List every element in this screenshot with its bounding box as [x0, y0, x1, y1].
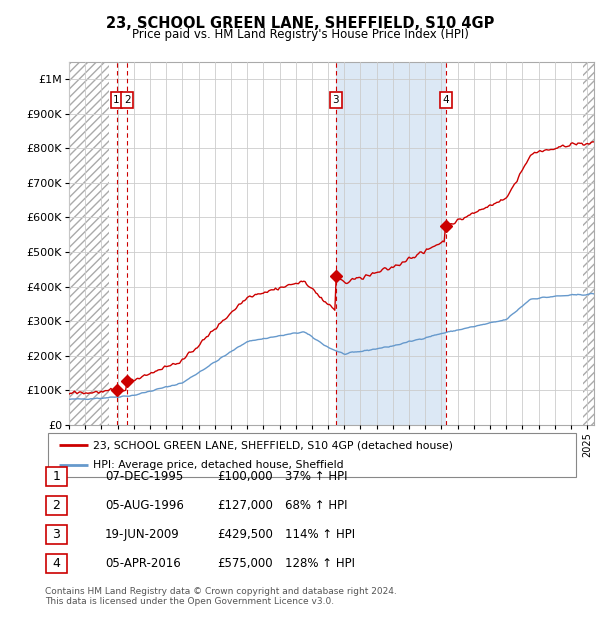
Text: 1: 1 — [113, 95, 120, 105]
Text: 2: 2 — [52, 499, 61, 511]
Text: £575,000: £575,000 — [217, 557, 273, 570]
Text: Contains HM Land Registry data © Crown copyright and database right 2024.
This d: Contains HM Land Registry data © Crown c… — [45, 587, 397, 606]
Text: 3: 3 — [332, 95, 339, 105]
Text: Price paid vs. HM Land Registry's House Price Index (HPI): Price paid vs. HM Land Registry's House … — [131, 28, 469, 41]
Text: £100,000: £100,000 — [217, 470, 273, 482]
Text: HPI: Average price, detached house, Sheffield: HPI: Average price, detached house, Shef… — [93, 460, 344, 470]
Text: 4: 4 — [52, 557, 61, 570]
Text: 128% ↑ HPI: 128% ↑ HPI — [285, 557, 355, 570]
Text: 68% ↑ HPI: 68% ↑ HPI — [285, 499, 347, 511]
Bar — [69, 62, 109, 425]
Text: 23, SCHOOL GREEN LANE, SHEFFIELD, S10 4GP (detached house): 23, SCHOOL GREEN LANE, SHEFFIELD, S10 4G… — [93, 440, 453, 450]
Bar — [583, 62, 594, 425]
Text: 05-AUG-1996: 05-AUG-1996 — [105, 499, 184, 511]
Text: 2: 2 — [124, 95, 130, 105]
Text: 37% ↑ HPI: 37% ↑ HPI — [285, 470, 347, 482]
Text: £429,500: £429,500 — [217, 528, 273, 541]
Bar — [335, 62, 446, 425]
Text: 19-JUN-2009: 19-JUN-2009 — [105, 528, 180, 541]
Text: 05-APR-2016: 05-APR-2016 — [105, 557, 181, 570]
Text: 23, SCHOOL GREEN LANE, SHEFFIELD, S10 4GP: 23, SCHOOL GREEN LANE, SHEFFIELD, S10 4G… — [106, 16, 494, 30]
Text: 114% ↑ HPI: 114% ↑ HPI — [285, 528, 355, 541]
Text: £127,000: £127,000 — [217, 499, 273, 511]
Text: 3: 3 — [52, 528, 61, 541]
Text: 4: 4 — [442, 95, 449, 105]
Text: 07-DEC-1995: 07-DEC-1995 — [105, 470, 183, 482]
Text: 1: 1 — [52, 470, 61, 482]
